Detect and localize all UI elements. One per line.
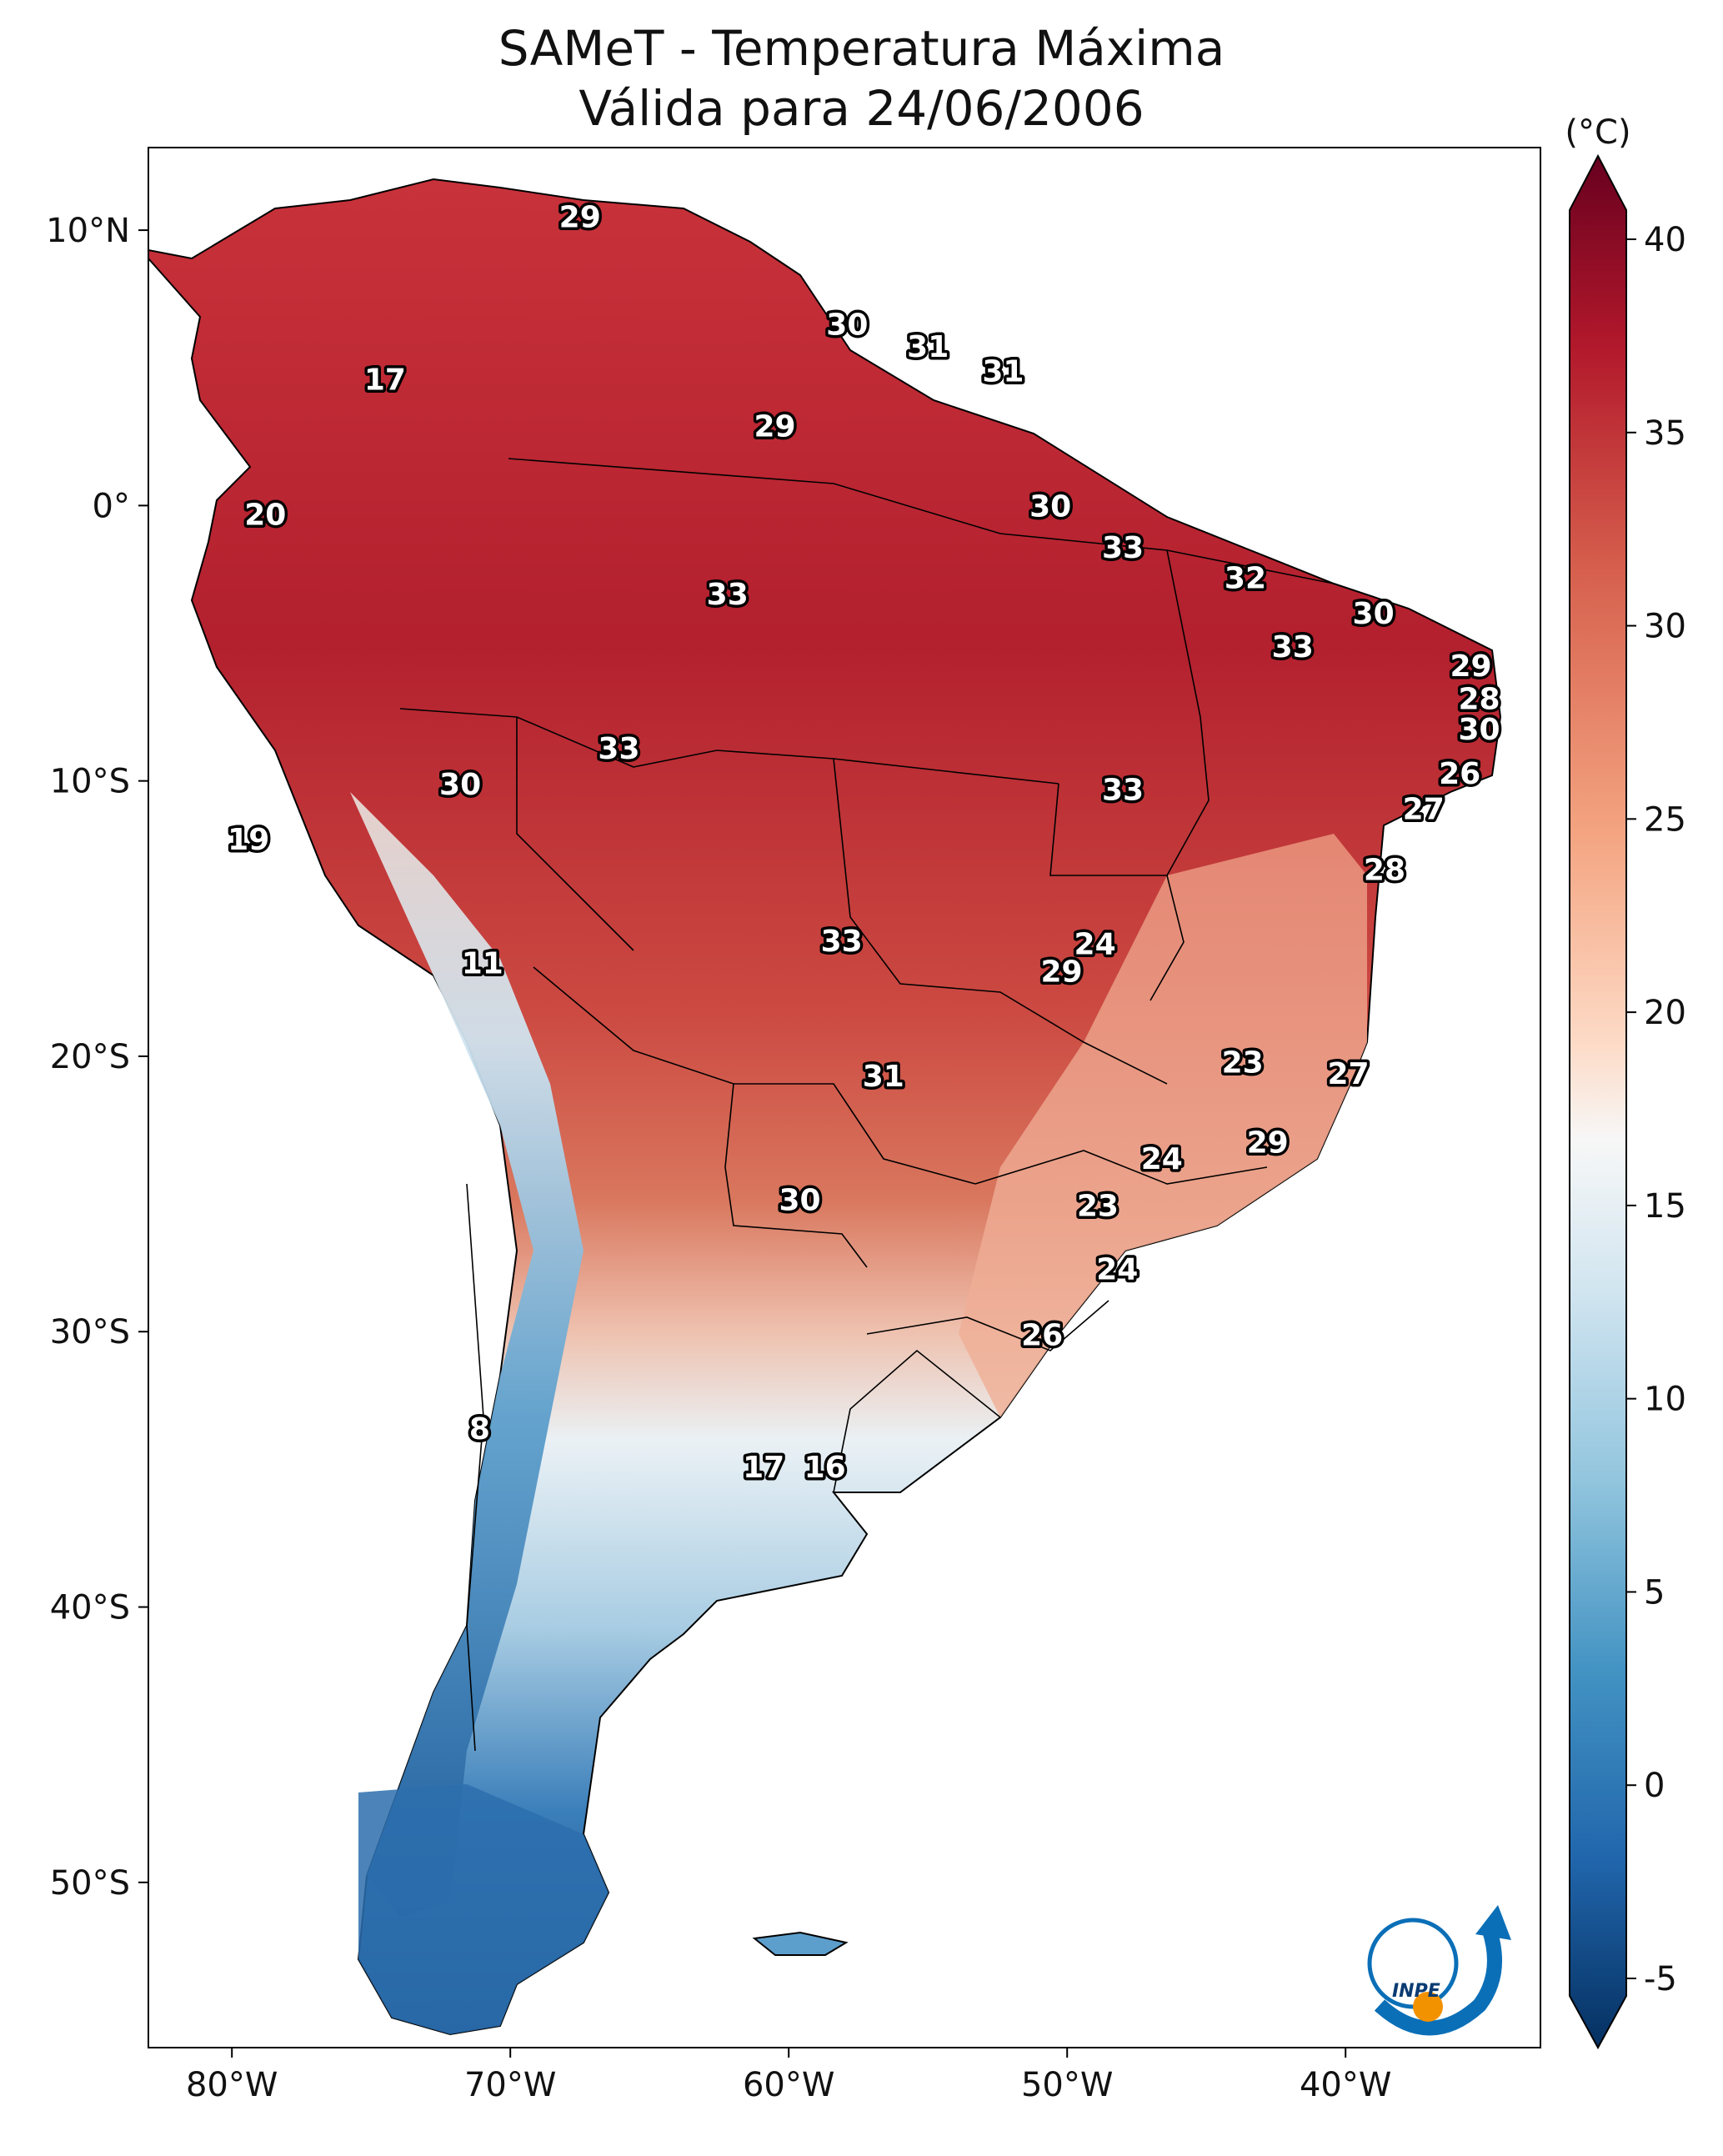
temperature-label: 24	[1096, 1252, 1138, 1286]
colorbar-tick-label: 35	[1644, 414, 1686, 453]
temperature-label: 30	[1029, 489, 1071, 524]
temperature-label: 29	[754, 410, 795, 444]
temperature-label: 29	[1247, 1126, 1289, 1160]
lon-tick-label: 80°W	[186, 2066, 278, 2104]
temperature-label: 33	[1272, 630, 1314, 664]
title-line-2: Válida para 24/06/2006	[579, 80, 1144, 137]
colorbar-tick-label: 5	[1644, 1573, 1665, 1612]
temperature-label: 17	[743, 1451, 784, 1485]
longitude-axis: 80°W 70°W 60°W 50°W 40°W	[186, 2048, 1391, 2104]
lon-tick-label: 60°W	[743, 2066, 834, 2104]
colorbar-tick-label: 20	[1644, 994, 1686, 1032]
temperature-label: 24	[1141, 1142, 1183, 1176]
colorbar-tick-label: 10	[1644, 1381, 1686, 1419]
temperature-label: 33	[598, 732, 639, 766]
colorbar-tick-label: 40	[1644, 221, 1686, 259]
lat-tick-label: 30°S	[50, 1313, 130, 1351]
eastern-brazil-warm-region	[959, 834, 1367, 1417]
title-line-1: SAMeT - Temperatura Máxima	[498, 20, 1225, 77]
patagonia-cold-region	[358, 1784, 609, 2034]
temperature-label: 17	[364, 363, 406, 397]
temperature-label: 33	[1102, 531, 1144, 565]
map-title: SAMeT - Temperatura Máxima Válida para 2…	[0, 18, 1723, 138]
inpe-logo: INPE	[1367, 1905, 1511, 2036]
temperature-label: 30	[1353, 597, 1395, 631]
temperature-label: 30	[779, 1184, 821, 1218]
temperature-label: 19	[228, 823, 269, 857]
temperature-label: 30	[1458, 713, 1500, 747]
temperature-label: 27	[1403, 793, 1445, 827]
temperature-label: 23	[1222, 1046, 1264, 1081]
temperature-label: 29	[559, 201, 601, 235]
colorbar-tick-label: 25	[1644, 800, 1686, 839]
temperature-label: 11	[462, 947, 503, 981]
colorbar-tick-label: -5	[1644, 1960, 1677, 1998]
lon-tick-label: 50°W	[1021, 2066, 1113, 2104]
temperature-label: 33	[707, 578, 749, 612]
temperature-label: 29	[1040, 955, 1082, 990]
temperature-label: 31	[907, 330, 949, 364]
colorbar-tick-label: 0	[1644, 1767, 1665, 1805]
temperature-label: 24	[1074, 928, 1116, 962]
temperature-label: 33	[821, 925, 863, 959]
lat-tick-label: 10°S	[50, 763, 130, 801]
temperature-label: 32	[1225, 561, 1266, 595]
andes-cold-region	[275, 667, 584, 1918]
lat-tick-label: 50°S	[50, 1864, 130, 1903]
temperature-label: 33	[1102, 774, 1144, 808]
temperature-label: 28	[1364, 853, 1405, 887]
temperature-label: 26	[1439, 757, 1480, 791]
map-area	[148, 148, 1540, 2048]
temperature-label: 28	[1458, 683, 1500, 717]
colorbar-tick-label: 15	[1644, 1187, 1686, 1226]
temperature-label: 31	[982, 355, 1024, 389]
temperature-label: 20	[244, 498, 286, 532]
colorbar-ticks: 40 35 30 25 20 15 10 5 0 -5	[1626, 221, 1686, 1998]
lat-tick-label: 20°S	[50, 1038, 130, 1076]
temperature-label: 16	[804, 1451, 846, 1485]
colorbar-unit: (°C)	[1565, 113, 1630, 152]
temperature-label: 30	[439, 768, 481, 802]
colorbar: (°C) 40 35 30 25 20 15 10 5 0 -5	[1565, 113, 1686, 2050]
temperature-label: 30	[826, 308, 868, 342]
temperature-label: 29	[1450, 649, 1491, 684]
lat-tick-label: 10°N	[46, 212, 130, 250]
temperature-label: 27	[1327, 1057, 1369, 1091]
latitude-axis: 10°N 0° 10°S 20°S 30°S 40°S 50°S	[46, 212, 148, 1903]
colorbar-tick-label: 30	[1644, 608, 1686, 646]
lon-tick-label: 40°W	[1300, 2066, 1391, 2104]
falkland-islands	[752, 1931, 849, 1956]
colorbar-bar	[1569, 153, 1627, 2050]
temperature-label: 23	[1077, 1189, 1119, 1223]
map-frame	[148, 147, 1541, 2048]
lat-tick-label: 40°S	[50, 1589, 130, 1627]
lon-tick-label: 70°W	[464, 2066, 556, 2104]
lat-tick-label: 0°	[93, 487, 130, 525]
temperature-label: 26	[1021, 1319, 1063, 1353]
country-borders	[399, 458, 1335, 1752]
temperature-label: 8	[469, 1412, 490, 1447]
temperature-label: 31	[863, 1060, 904, 1094]
inpe-logo-text: INPE	[1392, 1981, 1440, 2002]
